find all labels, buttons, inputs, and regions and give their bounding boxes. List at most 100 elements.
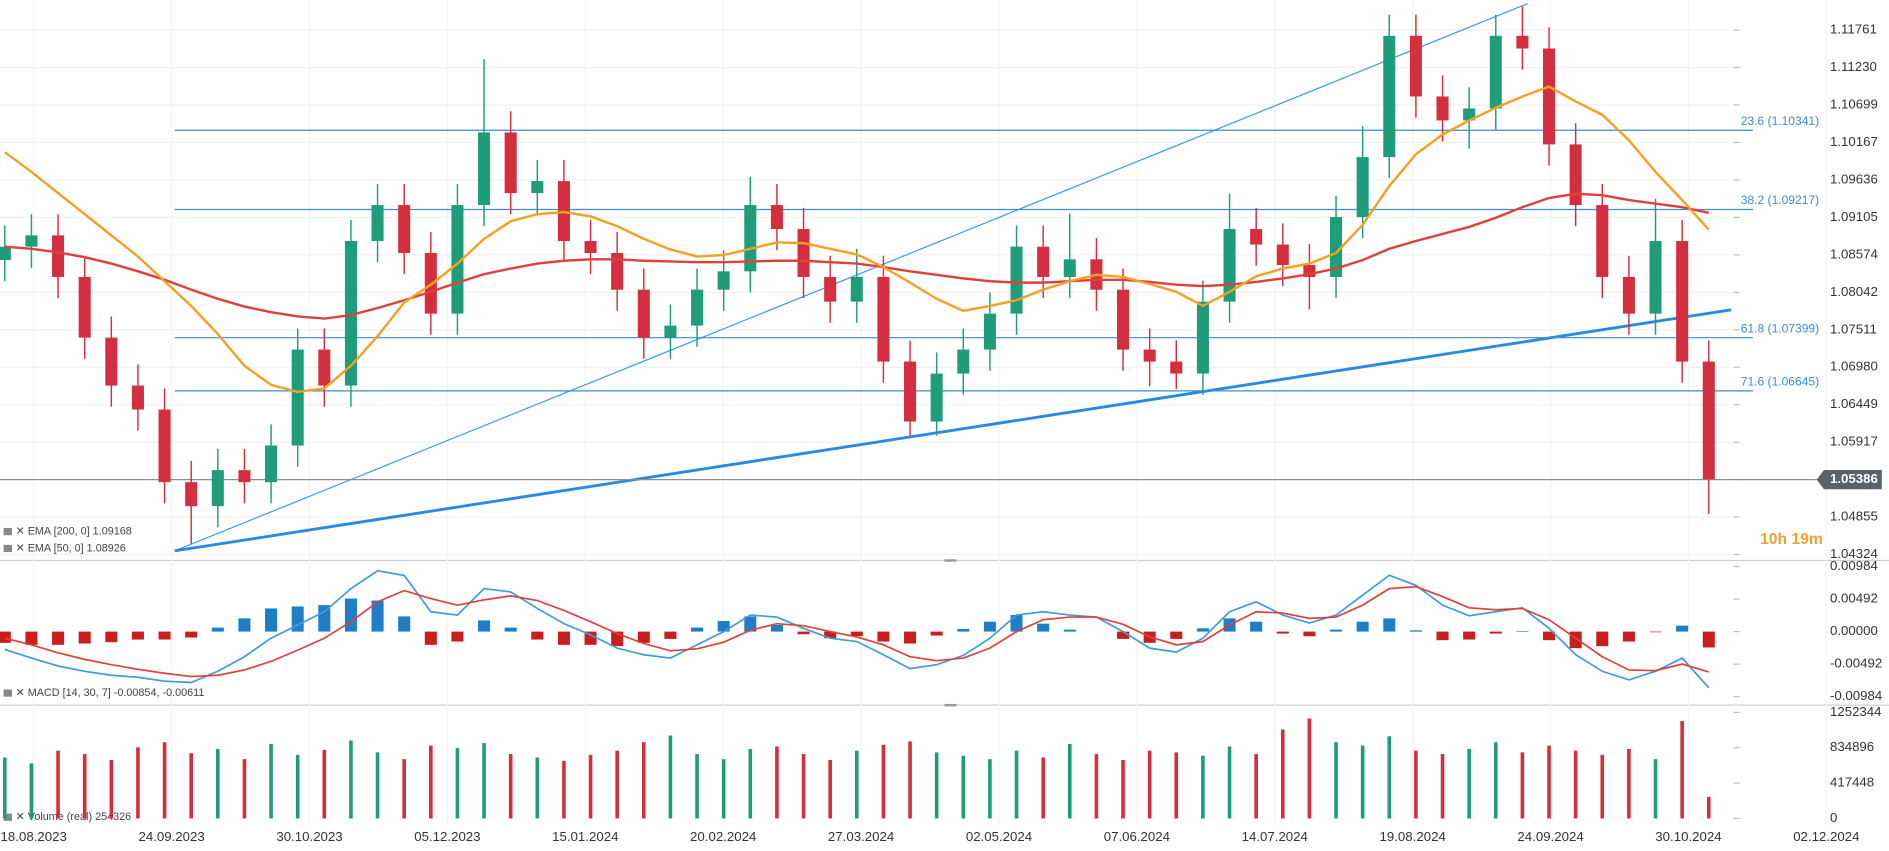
candle-body xyxy=(1117,289,1130,350)
y-tick-label: 1.10167 xyxy=(1830,134,1878,149)
candle-body xyxy=(211,470,224,507)
x-tick-label: 02.12.2024 xyxy=(1793,829,1859,844)
y-tick-label: -0.00492 xyxy=(1830,656,1882,671)
macd-histogram-bar xyxy=(1250,621,1263,632)
y-tick-label: 417448 xyxy=(1830,775,1874,790)
legend-close[interactable]: ✕ xyxy=(16,687,25,699)
price-tag xyxy=(1816,469,1882,490)
macd-histogram-bar xyxy=(211,627,224,632)
trend-line[interactable] xyxy=(174,308,1732,553)
candle-body xyxy=(664,325,677,338)
candle-body xyxy=(1463,108,1476,121)
macd-histogram-bar xyxy=(664,631,677,639)
volume-bar xyxy=(455,748,460,819)
legend-close[interactable]: ✕ xyxy=(16,542,25,554)
candle-body xyxy=(478,132,491,206)
candle-body xyxy=(531,181,544,194)
x-tick-label: 05.12.2023 xyxy=(414,829,480,844)
legend-icon[interactable] xyxy=(3,527,13,536)
pane-handle[interactable] xyxy=(944,703,957,707)
volume-bar xyxy=(189,753,193,819)
candle-body xyxy=(1569,144,1582,206)
candle-body xyxy=(904,361,917,422)
x-tick-label: 19.08.2024 xyxy=(1380,829,1446,844)
volume-bar xyxy=(1680,721,1684,819)
legend-icon[interactable] xyxy=(3,689,13,697)
macd-histogram-bar xyxy=(185,631,198,638)
x-tick-label: 20.02.2024 xyxy=(690,829,756,844)
legend-close[interactable]: ✕ xyxy=(16,811,25,823)
volume-bar xyxy=(482,743,486,819)
indicator-label: MACD [14, 30, 7] -0.00854, -0.00611 xyxy=(28,687,205,699)
macd-histogram-bar xyxy=(824,631,837,639)
macd-histogram-bar xyxy=(797,631,810,635)
candle-body xyxy=(1622,276,1635,314)
volume-bar xyxy=(429,745,433,819)
x-tick-label: 30.10.2024 xyxy=(1655,829,1721,844)
candle-body xyxy=(344,241,357,386)
y-tick-label: 0.00000 xyxy=(1830,623,1878,638)
candle-body xyxy=(1702,361,1715,480)
volume-bar xyxy=(1493,742,1498,819)
candle-body xyxy=(1436,96,1449,121)
candle-body xyxy=(1596,205,1609,277)
legend-icon[interactable] xyxy=(3,544,13,553)
volume-bar xyxy=(508,754,513,819)
volume-bar xyxy=(881,744,886,819)
pane-handle[interactable] xyxy=(944,559,957,562)
candle-body xyxy=(398,205,411,253)
y-tick-label: 1.08042 xyxy=(1830,284,1878,299)
volume-bar xyxy=(988,759,992,819)
y-tick-label: 1.04324 xyxy=(1830,546,1878,561)
y-tick-label: 1252344 xyxy=(1830,704,1882,719)
volume-bar xyxy=(322,749,327,819)
macd-histogram-bar xyxy=(717,621,730,632)
candle-body xyxy=(637,289,650,338)
candle-body xyxy=(451,205,464,314)
grid xyxy=(0,0,1827,826)
candle-body xyxy=(371,205,384,242)
macd-histogram-bar xyxy=(904,631,917,644)
y-tick-label: 1.09636 xyxy=(1830,171,1878,186)
fib-label: 38.2 (1.09217) xyxy=(1741,193,1819,207)
candle-body xyxy=(824,276,837,302)
macd-histogram-bar xyxy=(1516,630,1529,632)
y-tick-label: 1.11761 xyxy=(1830,22,1877,37)
legend-close[interactable]: ✕ xyxy=(16,525,25,537)
y-tick-label: 834896 xyxy=(1830,739,1874,754)
volume-bar xyxy=(562,760,566,819)
volume-bar xyxy=(1014,750,1019,819)
volume-bar xyxy=(748,749,753,819)
volume-bar xyxy=(216,749,220,819)
volume-bar xyxy=(1280,729,1285,819)
candle-body xyxy=(78,276,91,338)
legend-entry: EMA [50, 0] 1.08926 xyxy=(28,542,126,554)
indicator-label: Volume (real) 254326 xyxy=(28,811,132,823)
legend-icons: ✕ ✕ ✕ ✕ xyxy=(3,525,25,823)
candle-body xyxy=(1063,259,1076,277)
macd-histogram-bar xyxy=(265,608,278,632)
macd-line xyxy=(4,569,1710,689)
y-tick-label: 1.10699 xyxy=(1830,96,1878,111)
volume-bar xyxy=(961,755,966,819)
fib-label: 61.8 (1.07399) xyxy=(1741,321,1819,335)
volume-bar xyxy=(1254,754,1258,819)
macd-histogram-bar xyxy=(1170,631,1183,639)
legend-icon[interactable] xyxy=(3,813,13,821)
volume-bar xyxy=(668,735,673,819)
macd-histogram-bar xyxy=(52,631,65,645)
y-tick-label: 1.09105 xyxy=(1830,209,1878,224)
candle-body xyxy=(1196,301,1209,374)
macd-histogram-bar xyxy=(131,631,144,640)
macd-histogram-bar xyxy=(451,631,464,642)
volume-bar xyxy=(162,742,167,819)
macd-histogram-bar xyxy=(398,616,411,632)
x-tick-label: 07.06.2024 xyxy=(1104,829,1170,844)
volume-bar xyxy=(775,746,779,819)
fib-label: 71.6 (1.06645) xyxy=(1741,375,1819,389)
volume-bar xyxy=(109,760,114,819)
candle-body xyxy=(691,289,704,326)
macd-histogram-bar xyxy=(1676,625,1689,632)
